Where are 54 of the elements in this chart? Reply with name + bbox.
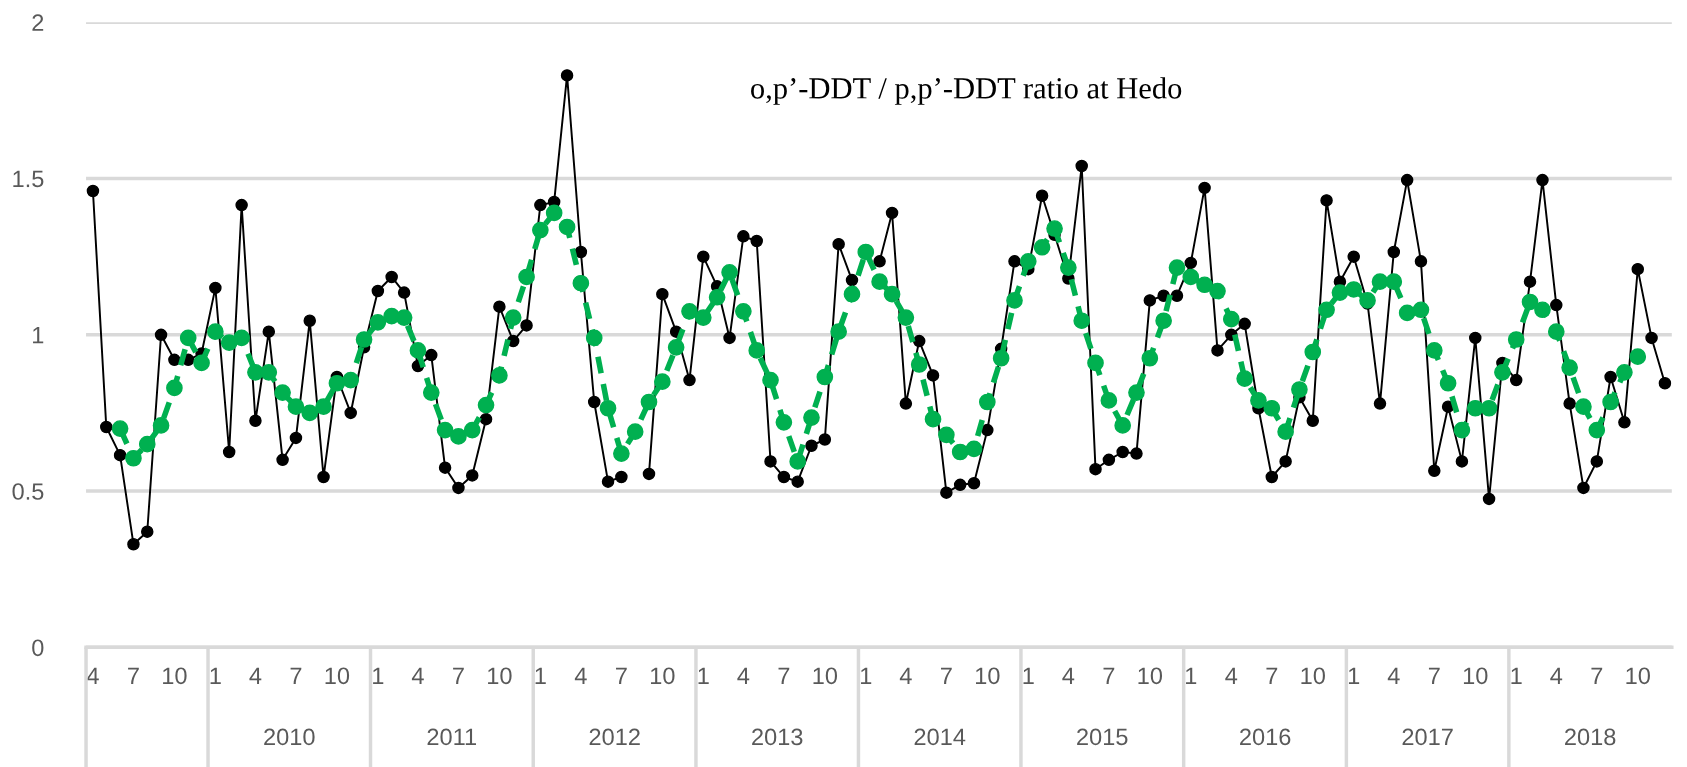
x2-tick-label: 2018 (1565, 728, 1616, 746)
x2-tick-label: 2013 (752, 728, 803, 746)
x-tick-label: 4 (1387, 667, 1400, 684)
x-tick-label: 7 (1266, 667, 1278, 684)
x-tick-label: 7 (128, 667, 139, 684)
x-tick-label: 10 (163, 667, 187, 685)
x-tick-label: 10 (976, 667, 1000, 685)
text: o,p’-DDT / p,p’-DDT ratio at Hedo (751, 77, 1182, 105)
x-tick-label: 4 (574, 667, 587, 684)
x-tick-label: 4 (1225, 667, 1238, 684)
x-tick-label: 10 (1301, 667, 1325, 685)
x-tick-label: 4 (737, 667, 750, 684)
x-tick-label: 7 (1591, 667, 1603, 684)
x-tick-label: 4 (249, 667, 262, 684)
x-tick-label: 4 (411, 667, 424, 684)
x-tick-label: 1 (698, 667, 709, 684)
y-tick-label: 1.5 (13, 170, 44, 188)
x-tick-label: 7 (1103, 667, 1115, 684)
x-tick-label: 4 (1062, 667, 1075, 684)
y-tick-label: 2 (32, 14, 44, 31)
x-tick-label: 10 (813, 667, 838, 685)
x-tick-label: 1 (1348, 667, 1360, 684)
x-tick-label: 1 (1186, 667, 1197, 684)
x-tick-label: 7 (1428, 667, 1440, 684)
x-tick-label: 4 (1550, 667, 1563, 684)
x2-tick-label: 2011 (427, 728, 477, 746)
x2-tick-label: 2016 (1240, 728, 1291, 746)
x-tick-label: 7 (453, 667, 464, 684)
x-tick-label: 4 (899, 667, 912, 684)
x-tick-label: 7 (941, 667, 952, 684)
y-tick-label: 0.5 (12, 483, 44, 500)
x-tick-label: 1 (861, 667, 872, 684)
x2-tick-label: 2012 (589, 728, 640, 746)
x-tick-label: 10 (1626, 667, 1650, 685)
x-tick-label: 4 (86, 667, 99, 684)
x2-tick-label: 2015 (1077, 728, 1128, 746)
x-tick-label: 1 (210, 667, 221, 684)
y-tick-label: 1 (33, 327, 44, 344)
x-tick-label: 1 (1023, 667, 1034, 684)
x-tick-label: 7 (778, 667, 790, 684)
x-tick-label: 10 (651, 667, 675, 685)
x-tick-label: 7 (290, 667, 302, 684)
x-tick-label: 10 (1138, 667, 1163, 685)
x-tick-label: 10 (1463, 667, 1488, 685)
y-tick-label: 0 (32, 639, 44, 657)
x-tick-label: 10 (488, 667, 512, 685)
x2-tick-label: 2017 (1402, 728, 1453, 746)
x-tick-label: 7 (616, 667, 627, 684)
x-tick-label: 1 (373, 667, 384, 684)
x-tick-label: 1 (1511, 667, 1522, 684)
x-tick-label: 10 (325, 667, 350, 685)
x2-tick-label: 2014 (914, 728, 966, 746)
x2-tick-label: 2010 (264, 728, 315, 746)
x-tick-label: 1 (535, 667, 546, 684)
